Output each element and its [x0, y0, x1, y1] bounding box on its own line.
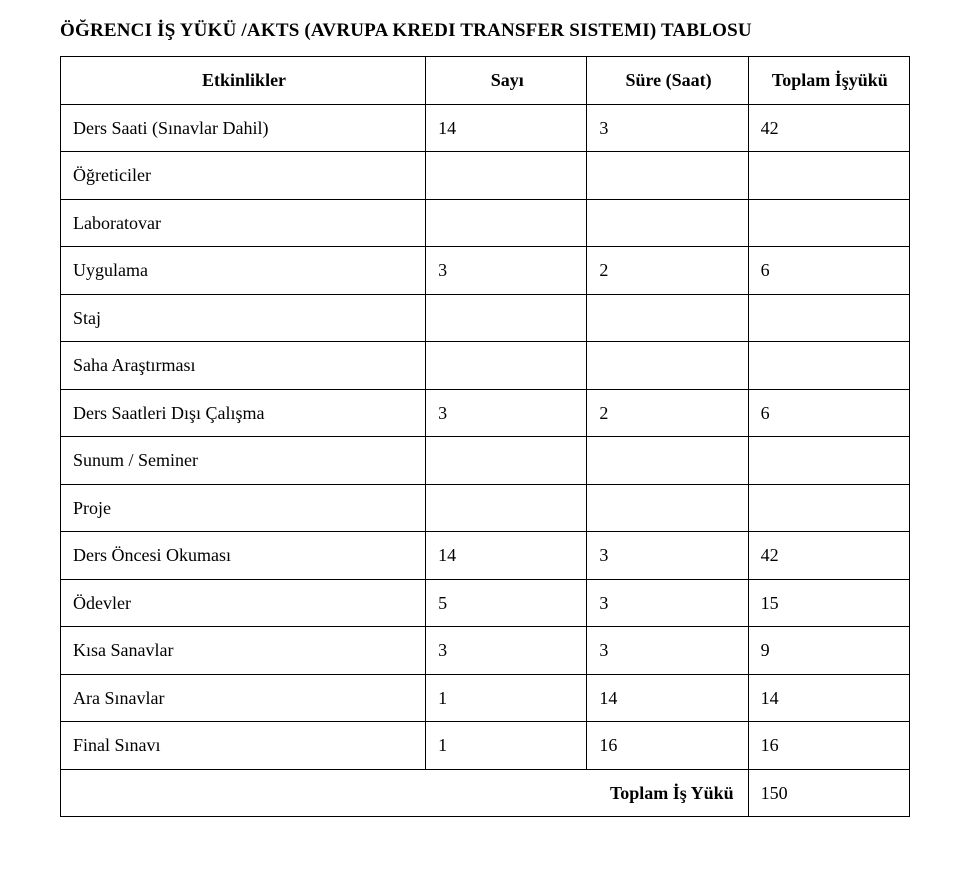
col-total: Toplam İşyükü — [748, 57, 909, 105]
row-total — [748, 484, 909, 532]
col-activities: Etkinlikler — [61, 57, 426, 105]
row-total — [748, 437, 909, 485]
table-row: Sunum / Seminer — [61, 437, 910, 485]
row-count — [426, 199, 587, 247]
row-count: 5 — [426, 579, 587, 627]
row-total: 42 — [748, 104, 909, 152]
row-label: Final Sınavı — [61, 722, 426, 770]
row-label: Ders Öncesi Okuması — [61, 532, 426, 580]
table-row: Final Sınavı 1 16 16 — [61, 722, 910, 770]
row-label: Ödevler — [61, 579, 426, 627]
row-count: 1 — [426, 722, 587, 770]
row-label: Ara Sınavlar — [61, 674, 426, 722]
row-count — [426, 342, 587, 390]
document-page: ÖĞRENCI İŞ YÜKÜ /AKTS (AVRUPA KREDI TRAN… — [0, 0, 960, 880]
row-total — [748, 199, 909, 247]
row-count: 14 — [426, 532, 587, 580]
page-title: ÖĞRENCI İŞ YÜKÜ /AKTS (AVRUPA KREDI TRAN… — [60, 20, 910, 42]
row-count — [426, 484, 587, 532]
row-duration: 3 — [587, 579, 748, 627]
row-label: Kısa Sanavlar — [61, 627, 426, 675]
row-duration: 3 — [587, 627, 748, 675]
workload-table: Etkinlikler Sayı Süre (Saat) Toplam İşyü… — [60, 56, 910, 817]
row-duration — [587, 342, 748, 390]
row-label: Staj — [61, 294, 426, 342]
footer-label: Toplam İş Yükü — [61, 769, 749, 817]
row-label: Laboratovar — [61, 199, 426, 247]
table-row: Ödevler 5 3 15 — [61, 579, 910, 627]
row-total: 9 — [748, 627, 909, 675]
row-label: Uygulama — [61, 247, 426, 295]
table-row: Laboratovar — [61, 199, 910, 247]
row-total — [748, 294, 909, 342]
row-total — [748, 152, 909, 200]
table-row: Ders Saati (Sınavlar Dahil) 14 3 42 — [61, 104, 910, 152]
footer-value: 150 — [748, 769, 909, 817]
row-count: 14 — [426, 104, 587, 152]
table-row: Ders Öncesi Okuması 14 3 42 — [61, 532, 910, 580]
table-footer-row: Toplam İş Yükü 150 — [61, 769, 910, 817]
row-duration: 16 — [587, 722, 748, 770]
row-label: Öğreticiler — [61, 152, 426, 200]
row-duration — [587, 152, 748, 200]
row-duration: 3 — [587, 532, 748, 580]
row-label: Saha Araştırması — [61, 342, 426, 390]
table-row: Uygulama 3 2 6 — [61, 247, 910, 295]
table-row: Staj — [61, 294, 910, 342]
table-row: Ara Sınavlar 1 14 14 — [61, 674, 910, 722]
row-count: 3 — [426, 389, 587, 437]
table-header-row: Etkinlikler Sayı Süre (Saat) Toplam İşyü… — [61, 57, 910, 105]
row-duration: 14 — [587, 674, 748, 722]
row-count: 1 — [426, 674, 587, 722]
row-total — [748, 342, 909, 390]
row-label: Ders Saatleri Dışı Çalışma — [61, 389, 426, 437]
row-duration — [587, 199, 748, 247]
row-total: 6 — [748, 389, 909, 437]
table-body: Ders Saati (Sınavlar Dahil) 14 3 42 Öğre… — [61, 104, 910, 769]
row-count: 3 — [426, 247, 587, 295]
row-duration: 2 — [587, 247, 748, 295]
col-duration: Süre (Saat) — [587, 57, 748, 105]
row-count — [426, 294, 587, 342]
table-row: Saha Araştırması — [61, 342, 910, 390]
row-total: 42 — [748, 532, 909, 580]
row-count — [426, 437, 587, 485]
row-count: 3 — [426, 627, 587, 675]
table-row: Proje — [61, 484, 910, 532]
table-row: Ders Saatleri Dışı Çalışma 3 2 6 — [61, 389, 910, 437]
col-count: Sayı — [426, 57, 587, 105]
row-label: Ders Saati (Sınavlar Dahil) — [61, 104, 426, 152]
row-duration — [587, 294, 748, 342]
row-total: 14 — [748, 674, 909, 722]
row-count — [426, 152, 587, 200]
table-row: Kısa Sanavlar 3 3 9 — [61, 627, 910, 675]
row-label: Proje — [61, 484, 426, 532]
row-total: 15 — [748, 579, 909, 627]
row-total: 6 — [748, 247, 909, 295]
table-row: Öğreticiler — [61, 152, 910, 200]
row-label: Sunum / Seminer — [61, 437, 426, 485]
row-total: 16 — [748, 722, 909, 770]
row-duration: 2 — [587, 389, 748, 437]
row-duration — [587, 484, 748, 532]
row-duration — [587, 437, 748, 485]
row-duration: 3 — [587, 104, 748, 152]
